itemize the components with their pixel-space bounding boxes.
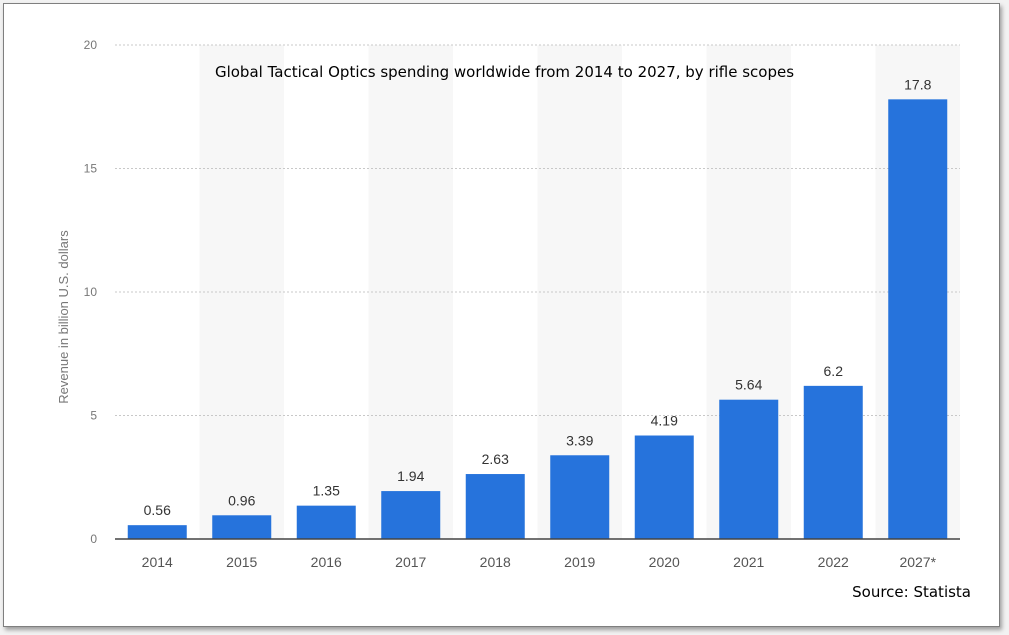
data-label: 3.39 [566, 432, 593, 448]
column-band [199, 45, 284, 539]
x-tick-label: 2017 [395, 554, 426, 570]
bar [212, 515, 272, 539]
column-band [368, 45, 453, 539]
data-label: 17.8 [904, 76, 931, 92]
y-tick-label: 10 [84, 285, 98, 299]
x-tick-label: 2018 [480, 554, 511, 570]
data-label: 2.63 [482, 451, 509, 467]
bar [634, 435, 694, 539]
data-label: 0.96 [228, 492, 255, 508]
x-tick-label: 2019 [564, 554, 595, 570]
x-tick-label: 2022 [818, 554, 849, 570]
x-tick-label: 2016 [311, 554, 342, 570]
data-label: 5.64 [735, 377, 762, 393]
data-label: 1.94 [397, 468, 424, 484]
bar [465, 474, 525, 539]
source-label: Source: Statista [852, 583, 971, 601]
y-tick-label: 20 [84, 38, 98, 52]
x-tick-label: 2020 [649, 554, 680, 570]
x-tick-label: 2015 [226, 554, 257, 570]
bar [803, 385, 863, 539]
x-tick-label: 2021 [733, 554, 764, 570]
bar [550, 455, 610, 539]
bar [719, 399, 779, 539]
data-label: 6.2 [824, 363, 844, 379]
y-tick-label: 5 [90, 409, 97, 423]
x-tick-label: 2014 [142, 554, 173, 570]
bar [296, 505, 356, 539]
bar [381, 491, 441, 539]
data-label: 0.56 [144, 502, 171, 518]
chart-title: Global Tactical Optics spending worldwid… [214, 63, 795, 81]
y-tick-label: 15 [84, 162, 98, 176]
bar [888, 99, 948, 539]
data-label: 1.35 [313, 483, 340, 499]
y-tick-label: 0 [90, 532, 97, 546]
bar [127, 525, 187, 539]
x-tick-label: 2027* [899, 554, 936, 570]
data-label: 4.19 [651, 413, 678, 429]
y-axis-title: Revenue in billion U.S. dollars [56, 230, 71, 404]
